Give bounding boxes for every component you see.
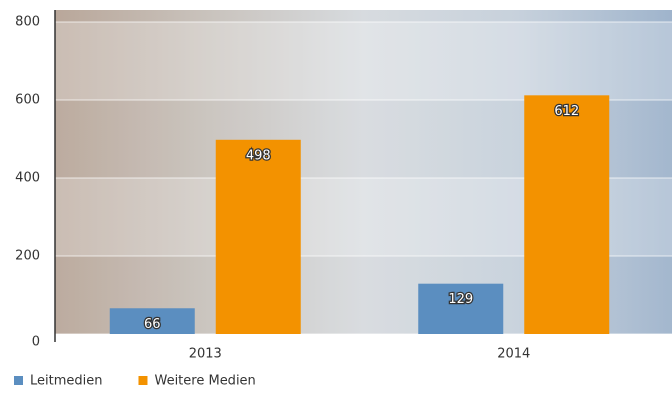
- value-label: 66: [144, 317, 161, 332]
- y-tick-label: 0: [32, 335, 40, 350]
- y-tick-label: 800: [15, 15, 40, 30]
- bar: [109, 308, 195, 334]
- y-tick-label: 600: [15, 93, 40, 108]
- bar: [524, 95, 610, 334]
- legend-swatch: [138, 376, 148, 385]
- bar: [215, 139, 301, 334]
- legend-label: Weitere Medien: [154, 374, 255, 389]
- legend-label: Leitmedien: [30, 374, 102, 389]
- value-label: 129: [448, 292, 473, 307]
- grid-band: [55, 22, 672, 100]
- legend-swatch: [14, 376, 23, 385]
- value-label: 612: [554, 104, 579, 119]
- x-tick-label: 2013: [189, 347, 222, 362]
- value-label: 498: [246, 148, 271, 163]
- x-tick-label: 2014: [497, 347, 530, 362]
- y-tick-label: 200: [15, 249, 40, 264]
- bar: [418, 283, 504, 334]
- y-tick-label: 400: [15, 171, 40, 186]
